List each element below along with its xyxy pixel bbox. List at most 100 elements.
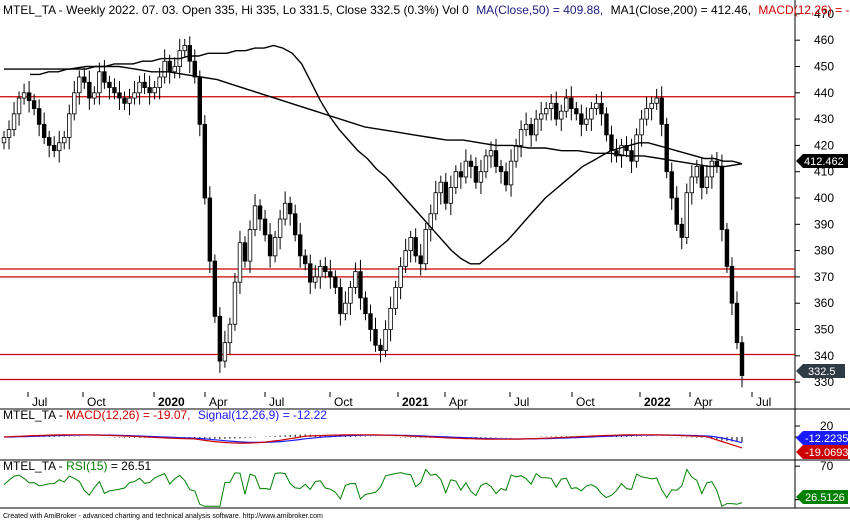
rsi-y-tick-label: 70	[820, 459, 834, 473]
footer-credit: Created with AmiBroker - advanced charti…	[3, 513, 323, 520]
ma200-line	[4, 65, 743, 168]
candle-body	[699, 166, 705, 188]
candle-body	[127, 97, 132, 104]
candle-body	[584, 118, 589, 125]
candle-body	[142, 81, 147, 88]
candle-body	[458, 171, 464, 178]
candle-body	[262, 218, 268, 236]
candle-body	[207, 197, 213, 262]
candle-body	[393, 287, 398, 309]
candle-body	[157, 76, 162, 88]
candle-body	[599, 102, 604, 115]
candle-body	[684, 192, 689, 238]
candle-body	[724, 229, 730, 267]
candle-body	[217, 315, 223, 362]
candle-body	[398, 265, 403, 288]
candle-body	[272, 237, 278, 257]
y-tick-label: 410	[814, 165, 834, 179]
candle-body	[734, 302, 740, 344]
x-tick-label: Jul	[756, 395, 771, 409]
price-panel: 470 460 450 440 430 420 410 400 390 380 370 360 350 3…	[0, 0, 850, 509]
candle-body	[82, 76, 87, 83]
candle-body	[232, 281, 238, 325]
candle-body	[192, 60, 197, 78]
y-tick-label: 340	[814, 349, 834, 363]
candle-body	[313, 276, 318, 283]
candle-body	[574, 108, 579, 115]
candle-body	[353, 271, 358, 288]
x-tick-label: 2021	[402, 395, 429, 409]
candle-body	[358, 271, 363, 299]
candle-body	[368, 313, 373, 330]
candle-body	[704, 176, 710, 188]
macd-title-signal: Signal(12,26,9) = -12.22	[198, 408, 327, 422]
candle-body	[488, 150, 494, 157]
candle-body	[729, 265, 735, 304]
candle-body	[408, 237, 413, 252]
candle-body	[559, 110, 564, 120]
macd-title-prefix: MTEL_TA -	[3, 408, 66, 422]
candle-body	[438, 181, 443, 194]
price-title-macd: MACD(12,26) = -19	[758, 3, 850, 17]
rsi-badge-label: 26.5126	[805, 492, 845, 504]
candle-body	[247, 229, 253, 262]
candle-body	[639, 118, 644, 136]
candle-body	[483, 155, 489, 173]
candle-body	[16, 97, 22, 115]
y-tick-label: 440	[814, 86, 834, 100]
candle-body	[518, 129, 524, 146]
candle-body	[513, 144, 519, 162]
candle-body	[282, 202, 288, 220]
candle-body	[298, 234, 303, 257]
candle-body	[87, 81, 92, 99]
x-tick-label: Apr	[209, 395, 228, 409]
y-tick-label: 370	[814, 270, 834, 284]
candle-body	[508, 160, 514, 186]
candle-body	[112, 87, 117, 94]
x-tick-label: 2022	[644, 395, 671, 409]
candle-body	[549, 102, 554, 109]
y-tick-label: 360	[814, 296, 834, 310]
candle-body	[523, 123, 529, 131]
candle-body	[468, 160, 474, 167]
candle-body	[72, 92, 77, 115]
candle-body	[528, 123, 534, 136]
candle-body	[453, 171, 459, 188]
candle-body	[187, 45, 192, 62]
y-tick-label: 400	[814, 191, 834, 205]
macd-line	[3, 434, 743, 449]
candle-body	[137, 81, 142, 94]
candle-body	[338, 287, 343, 315]
rsi-title-prefix: MTEL_TA -	[3, 459, 66, 473]
price-badge: 332.5	[796, 364, 845, 378]
ma-badge-label: 412.462	[804, 156, 844, 168]
candle-body	[614, 150, 619, 157]
candle-body	[589, 108, 594, 120]
x-tick-label: Jul	[32, 395, 47, 409]
candle-body	[333, 276, 338, 288]
candle-body	[659, 97, 664, 125]
candle-body	[202, 123, 208, 199]
y-tick-label: 430	[814, 112, 834, 126]
candle-body	[252, 205, 258, 230]
y-tick-label: 450	[814, 59, 834, 73]
signal-badge: -12.2235	[796, 431, 848, 445]
candle-body	[36, 108, 42, 125]
candle-body	[428, 213, 433, 230]
candle-body	[478, 171, 484, 183]
candle-body	[594, 102, 599, 109]
candle-body	[579, 113, 584, 125]
candle-body	[418, 255, 423, 265]
ma-badge: 412.462	[796, 154, 848, 168]
candle-body	[67, 113, 72, 138]
candle-body	[674, 197, 679, 225]
y-tick-label: 420	[814, 138, 834, 152]
candle-body	[97, 71, 102, 94]
candle-body	[569, 97, 574, 109]
rsi-title-rsi: RSI(15)	[66, 459, 107, 473]
candle-body	[242, 242, 248, 262]
candle-body	[719, 166, 725, 230]
candle-body	[348, 287, 353, 304]
candle-body	[182, 45, 187, 52]
